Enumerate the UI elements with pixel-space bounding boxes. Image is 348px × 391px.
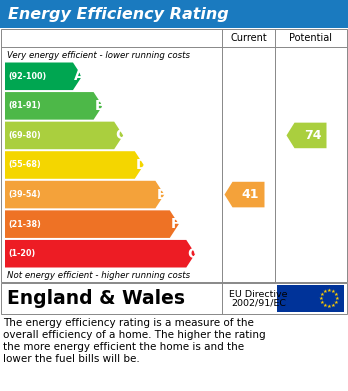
Bar — [0, 0, 348, 28]
Text: (81-91): (81-91) — [8, 101, 41, 110]
Polygon shape — [5, 92, 103, 120]
Text: ★: ★ — [320, 300, 324, 305]
Text: lower the fuel bills will be.: lower the fuel bills will be. — [3, 354, 140, 364]
Polygon shape — [5, 181, 164, 208]
Bar — [1, 29, 347, 282]
Text: 2002/91/EC: 2002/91/EC — [231, 299, 286, 308]
Text: Potential: Potential — [289, 33, 332, 43]
Polygon shape — [5, 63, 82, 90]
Polygon shape — [5, 240, 195, 267]
Text: ★: ★ — [331, 289, 335, 294]
Polygon shape — [224, 182, 264, 207]
Text: (55-68): (55-68) — [8, 160, 41, 170]
Text: ★: ★ — [327, 288, 331, 293]
Text: Not energy efficient - higher running costs: Not energy efficient - higher running co… — [7, 271, 190, 280]
Text: C: C — [115, 128, 125, 142]
Text: (39-54): (39-54) — [8, 190, 41, 199]
Text: ★: ★ — [334, 292, 338, 297]
Text: The energy efficiency rating is a measure of the: The energy efficiency rating is a measur… — [3, 318, 254, 328]
Text: 74: 74 — [304, 129, 321, 142]
Polygon shape — [5, 210, 179, 238]
Text: ★: ★ — [334, 300, 338, 305]
Text: Energy Efficiency Rating: Energy Efficiency Rating — [8, 7, 229, 22]
Text: (1-20): (1-20) — [8, 249, 35, 258]
Text: D: D — [136, 158, 147, 172]
Text: ★: ★ — [323, 303, 327, 308]
Text: Very energy efficient - lower running costs: Very energy efficient - lower running co… — [7, 52, 190, 61]
Text: ★: ★ — [335, 296, 339, 301]
Text: ★: ★ — [320, 292, 324, 297]
Text: 41: 41 — [242, 188, 259, 201]
Text: (21-38): (21-38) — [8, 220, 41, 229]
Text: E: E — [156, 188, 166, 202]
Text: G: G — [187, 247, 199, 261]
Text: overall efficiency of a home. The higher the rating: overall efficiency of a home. The higher… — [3, 330, 266, 340]
Text: ★: ★ — [327, 304, 331, 309]
Text: B: B — [95, 99, 105, 113]
Polygon shape — [5, 122, 123, 149]
Text: (92-100): (92-100) — [8, 72, 46, 81]
Polygon shape — [5, 151, 144, 179]
Polygon shape — [286, 123, 326, 148]
Text: Current: Current — [230, 33, 267, 43]
Bar — [277, 285, 344, 312]
Text: A: A — [74, 69, 85, 83]
Text: F: F — [171, 217, 180, 231]
Text: ★: ★ — [318, 296, 323, 301]
Text: England & Wales: England & Wales — [7, 289, 185, 308]
Text: (69-80): (69-80) — [8, 131, 41, 140]
Bar — [1, 283, 347, 314]
Text: ★: ★ — [323, 289, 327, 294]
Text: ★: ★ — [331, 303, 335, 308]
Text: the more energy efficient the home is and the: the more energy efficient the home is an… — [3, 342, 244, 352]
Text: EU Directive: EU Directive — [229, 290, 288, 299]
